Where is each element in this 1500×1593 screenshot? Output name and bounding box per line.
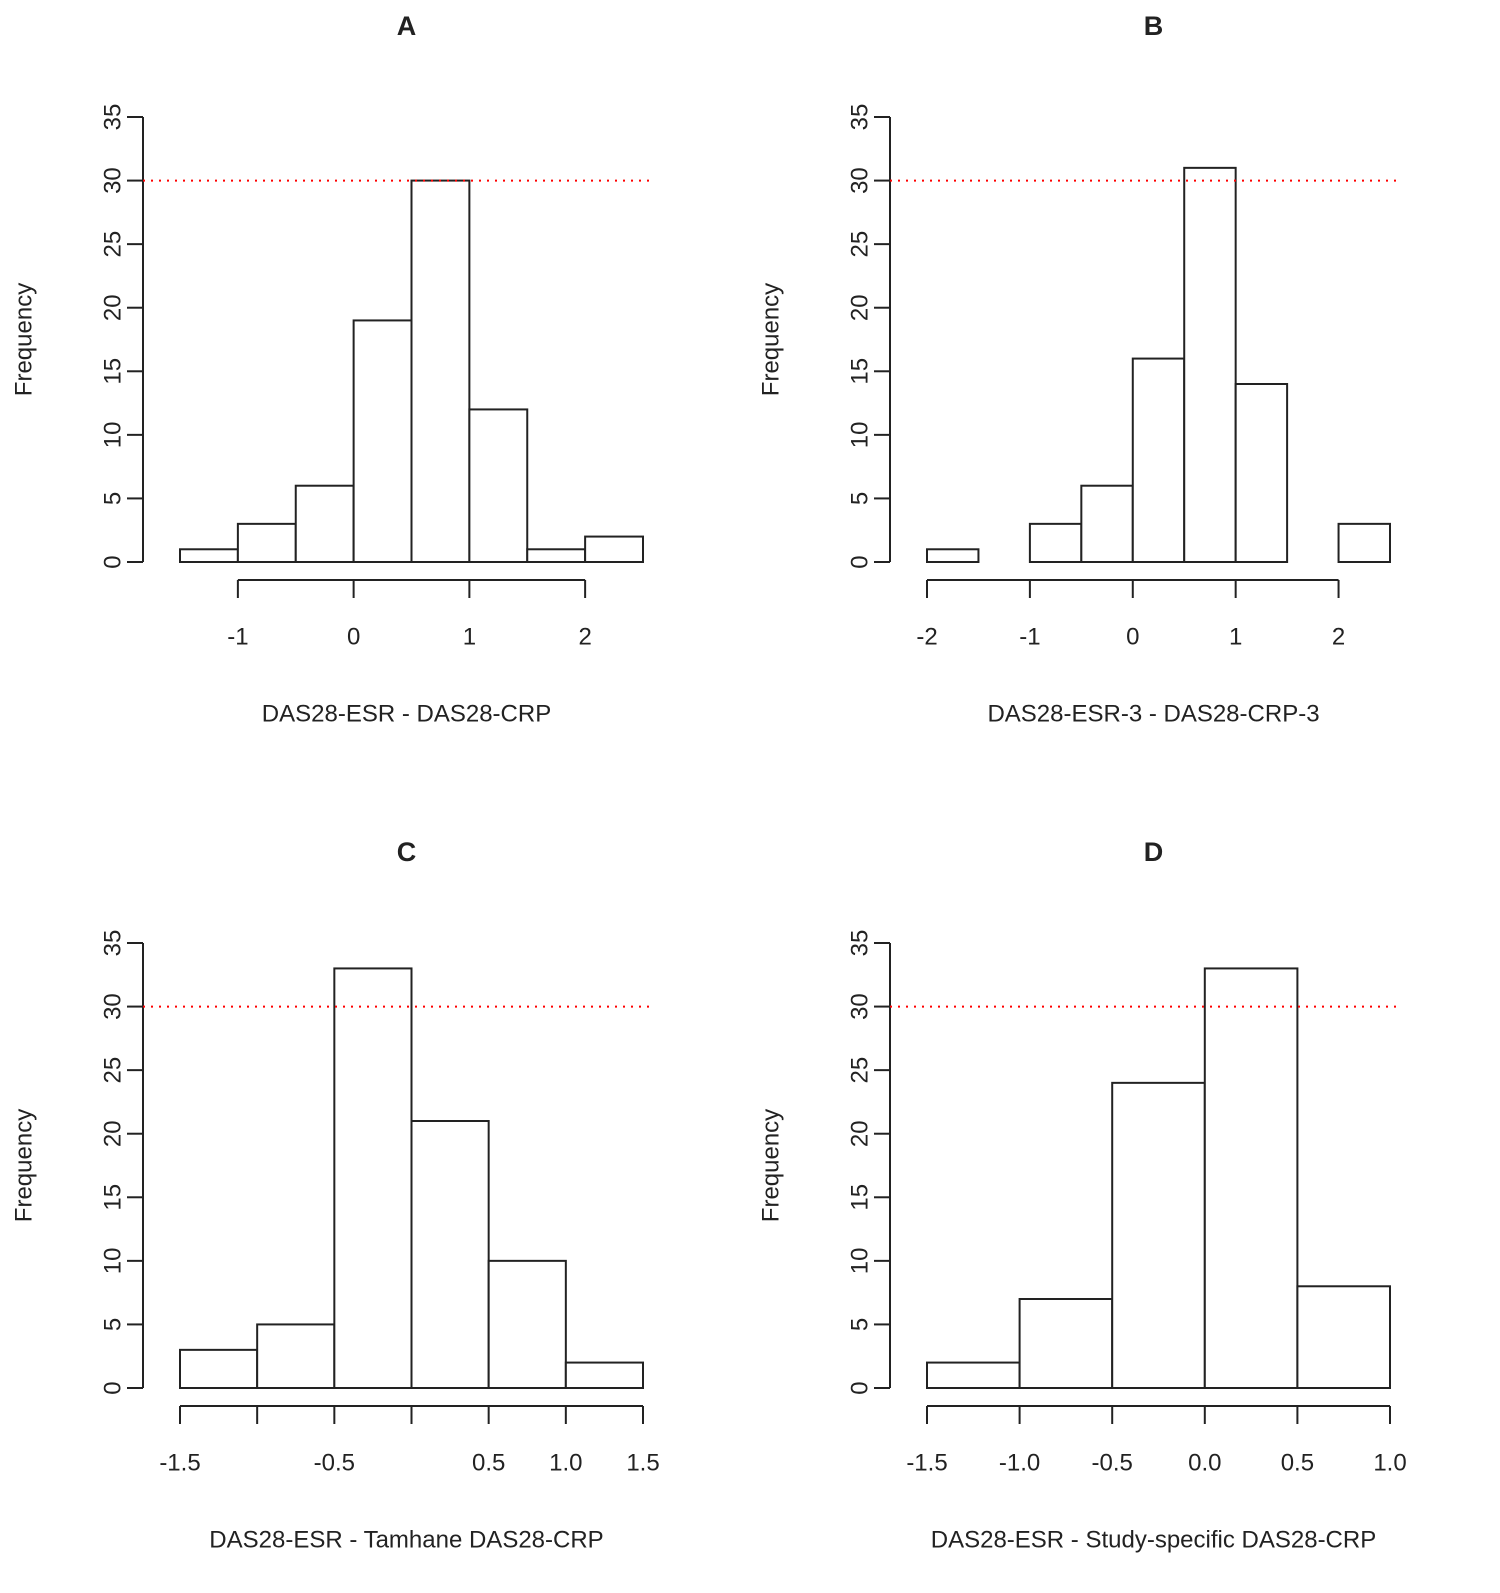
y-tick-label: 10 (846, 1248, 873, 1275)
bar (1131, 357, 1186, 564)
x-tick-label: 0 (1126, 623, 1139, 650)
x-tick-label: 1.5 (626, 1449, 659, 1476)
bar (236, 522, 297, 563)
y-tick-label: 30 (99, 993, 126, 1020)
bar (1080, 484, 1134, 564)
x-tick-label: -1 (227, 623, 248, 650)
y-tick-label: 25 (99, 231, 126, 258)
y-tick-label: 25 (846, 1057, 873, 1084)
bar (333, 967, 413, 1390)
y-tick-label: 25 (846, 231, 873, 258)
panel-title: A (397, 11, 417, 41)
y-tick-label: 35 (99, 930, 126, 957)
bar (1337, 522, 1391, 563)
panel-title: D (1144, 837, 1164, 867)
x-axis-label: DAS28-ESR - Tamhane DAS28-CRP (209, 1526, 603, 1553)
panel-title: B (1144, 11, 1164, 41)
bar (926, 548, 980, 563)
bar (584, 535, 644, 563)
y-axis-label: Frequency (757, 283, 784, 396)
x-tick-label: -1.5 (906, 1449, 947, 1476)
x-tick-label: 1 (463, 623, 476, 650)
bar (179, 548, 239, 563)
x-tick-label: 0 (347, 623, 360, 650)
x-tick-label: -0.5 (1092, 1449, 1133, 1476)
bar (1028, 522, 1083, 563)
y-tick-label: 5 (846, 492, 873, 505)
y-tick-label: 35 (99, 104, 126, 131)
x-axis-label: DAS28-ESR - DAS28-CRP (262, 700, 551, 727)
y-tick-label: 10 (99, 422, 126, 449)
panel-title: C (397, 837, 417, 867)
y-tick-label: 5 (99, 1318, 126, 1331)
y-tick-label: 10 (99, 1248, 126, 1275)
x-axis-label: DAS28-ESR - Study-specific DAS28-CRP (931, 1526, 1376, 1553)
y-tick-label: 15 (99, 1184, 126, 1211)
x-tick-label: 0.5 (1281, 1449, 1314, 1476)
bar (926, 1361, 1021, 1389)
bar (179, 1348, 259, 1390)
x-tick-label: -2 (916, 623, 937, 650)
y-tick-label: 0 (846, 1381, 873, 1394)
bar (487, 1259, 567, 1390)
y-tick-label: 0 (846, 555, 873, 568)
bar (1203, 967, 1299, 1390)
y-tick-label: 5 (99, 492, 126, 505)
x-axis-label: DAS28-ESR-3 - DAS28-CRP-3 (987, 700, 1319, 727)
y-tick-label: 20 (99, 1120, 126, 1147)
y-tick-label: 20 (846, 294, 873, 321)
x-tick-label: 2 (578, 623, 591, 650)
x-tick-label: 0.0 (1188, 1449, 1221, 1476)
bar (468, 408, 529, 563)
bar (526, 548, 587, 563)
y-tick-label: 15 (846, 358, 873, 385)
y-tick-label: 15 (99, 358, 126, 385)
x-tick-label: -1.5 (159, 1449, 200, 1476)
y-tick-label: 0 (99, 555, 126, 568)
bar (410, 1120, 490, 1389)
bar (256, 1323, 336, 1390)
y-tick-label: 35 (846, 930, 873, 957)
y-tick-label: 35 (846, 104, 873, 131)
y-axis-label: Frequency (10, 1109, 37, 1222)
y-tick-label: 30 (846, 167, 873, 194)
bar (1018, 1298, 1114, 1389)
y-axis-label: Frequency (10, 283, 37, 396)
x-tick-label: 1 (1229, 623, 1242, 650)
y-tick-label: 15 (846, 1184, 873, 1211)
x-tick-label: -0.5 (314, 1449, 355, 1476)
y-tick-label: 20 (99, 294, 126, 321)
bar (1296, 1285, 1392, 1390)
y-tick-label: 30 (99, 167, 126, 194)
y-tick-label: 10 (846, 422, 873, 449)
x-tick-label: 0.5 (472, 1449, 505, 1476)
x-tick-label: 2 (1332, 623, 1345, 650)
x-tick-label: -1 (1019, 623, 1040, 650)
x-tick-label: 1.0 (549, 1449, 582, 1476)
bar (1234, 383, 1289, 563)
y-tick-label: 25 (99, 1057, 126, 1084)
bar (410, 179, 471, 563)
y-tick-label: 30 (846, 993, 873, 1020)
bar (352, 319, 413, 563)
y-tick-label: 5 (846, 1318, 873, 1331)
bar (1111, 1081, 1206, 1390)
bar (294, 484, 355, 564)
x-tick-label: 1.0 (1373, 1449, 1406, 1476)
bar (564, 1361, 644, 1389)
y-axis-label: Frequency (757, 1109, 784, 1222)
x-tick-label: -1.0 (999, 1449, 1040, 1476)
y-tick-label: 20 (846, 1120, 873, 1147)
bar (1183, 166, 1237, 563)
y-tick-label: 0 (99, 1381, 126, 1394)
